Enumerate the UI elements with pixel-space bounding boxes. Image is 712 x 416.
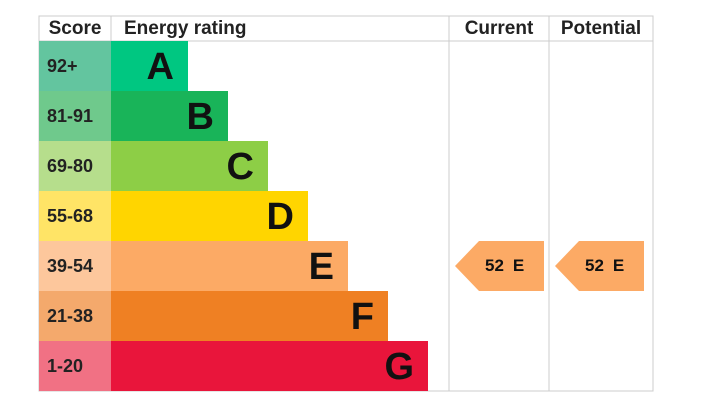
score-label: 39-54 <box>47 256 93 276</box>
band-bar <box>111 341 428 391</box>
score-cell <box>39 341 111 391</box>
score-label: 92+ <box>47 56 78 76</box>
rating-label: 52 E <box>585 256 624 275</box>
band-letter: E <box>309 246 334 288</box>
score-cell <box>39 191 111 241</box>
current-header: Current <box>465 18 534 39</box>
potential-header: Potential <box>561 18 641 39</box>
score-label: 81-91 <box>47 106 93 126</box>
band-letter: A <box>147 46 174 88</box>
rating-score: 52 <box>585 256 604 275</box>
rating-score: 52 <box>485 256 504 275</box>
rating-band: E <box>613 256 624 275</box>
score-label: 69-80 <box>47 156 93 176</box>
band-letter: F <box>351 296 374 338</box>
band-bar <box>111 91 228 141</box>
band-letter: B <box>187 96 214 138</box>
band-bar <box>111 41 188 91</box>
score-label: 21-38 <box>47 306 93 326</box>
score-cell <box>39 141 111 191</box>
band-letter: D <box>267 196 294 238</box>
score-label: 55-68 <box>47 206 93 226</box>
score-label: 1-20 <box>47 356 83 376</box>
score-cell <box>39 291 111 341</box>
band-bar <box>111 141 268 191</box>
band-bar <box>111 241 348 291</box>
score-header: Score <box>49 18 102 39</box>
band-letter: C <box>227 146 254 188</box>
band-bar <box>111 191 308 241</box>
score-cell <box>39 41 111 91</box>
score-cell <box>39 91 111 141</box>
band-letter: G <box>384 346 414 388</box>
rating-band: E <box>513 256 524 275</box>
rating-arrow <box>555 241 644 291</box>
rating-header: Energy rating <box>124 18 246 39</box>
rating-arrow <box>455 241 544 291</box>
band-bar <box>111 291 388 341</box>
score-cell <box>39 241 111 291</box>
rating-label: 52 E <box>485 256 524 275</box>
